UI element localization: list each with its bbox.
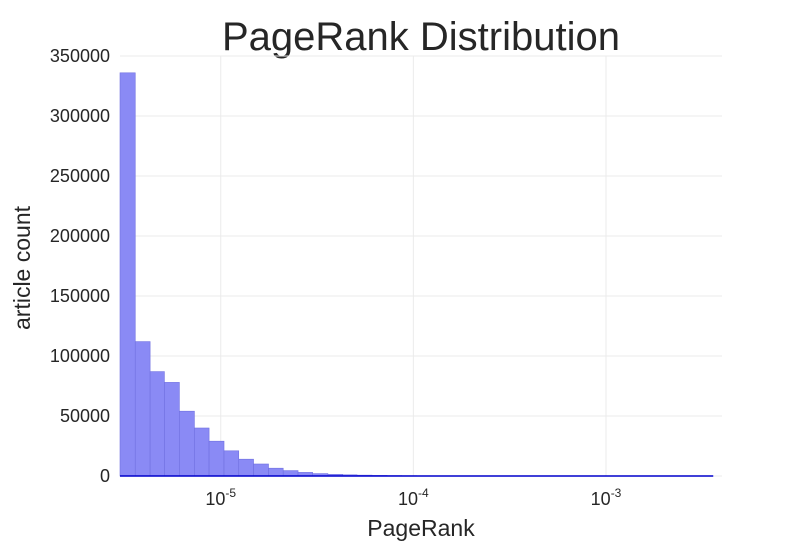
histogram-bar: [194, 427, 210, 477]
x-tick-exponent: -5: [225, 486, 236, 500]
histogram-bar: [164, 382, 180, 477]
y-tick-label: 0: [100, 466, 110, 486]
histogram-bar: [238, 458, 254, 477]
x-axis-label: PageRank: [367, 515, 475, 541]
histogram-bar: [253, 463, 269, 477]
y-tick-label: 300000: [50, 106, 110, 126]
x-tick-label: 10-4: [398, 486, 429, 509]
histogram-bar: [223, 450, 240, 477]
x-axis-ticks: 10-5 10-4 10-3: [205, 486, 621, 509]
histogram-bar: [134, 341, 151, 477]
x-tick-base: 10: [591, 489, 611, 509]
y-tick-label: 200000: [50, 226, 110, 246]
x-tick-exponent: -4: [418, 486, 429, 500]
histogram-bar: [149, 371, 165, 477]
histogram-bar: [179, 410, 195, 477]
x-tick-base: 10: [205, 489, 225, 509]
grid-lines: [120, 55, 722, 477]
histogram-bar: [208, 440, 225, 477]
y-tick-label: 350000: [50, 46, 110, 66]
y-tick-label: 150000: [50, 286, 110, 306]
x-tick-label: 10-3: [591, 486, 622, 509]
x-tick-exponent: -3: [611, 486, 622, 500]
histogram-bar: [119, 72, 136, 477]
y-tick-label: 250000: [50, 166, 110, 186]
y-tick-label: 50000: [60, 406, 110, 426]
x-tick-base: 10: [398, 489, 418, 509]
x-tick-label: 10-5: [205, 486, 236, 509]
histogram-bar: [268, 467, 284, 477]
histogram-bar: [282, 470, 299, 477]
y-axis-ticks: 0 50000 100000 150000 200000 250000 300000 3500…: [50, 46, 110, 486]
chart-title: PageRank Distribution: [222, 15, 620, 59]
y-axis-label: article count: [9, 205, 35, 330]
y-tick-label: 100000: [50, 346, 110, 366]
